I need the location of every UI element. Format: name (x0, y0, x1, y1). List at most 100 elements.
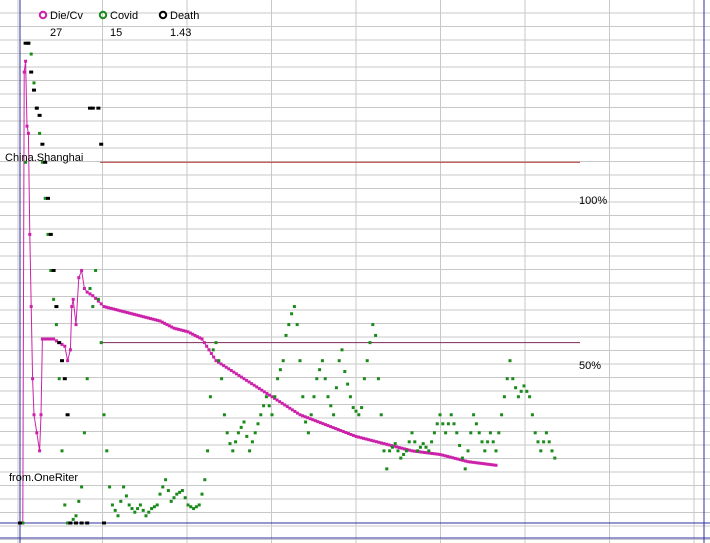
data-point-covid (334, 386, 338, 390)
data-point-die-cv (379, 441, 383, 445)
data-point-die-cv (135, 313, 139, 317)
data-point-covid (200, 492, 204, 496)
data-point-die-cv (494, 463, 498, 467)
data-point-covid (486, 440, 490, 444)
data-point-covid (382, 449, 386, 453)
data-point-die-cv (407, 448, 411, 452)
data-point-die-cv (293, 409, 297, 413)
data-point-death (43, 160, 48, 164)
data-point-covid (77, 499, 81, 503)
data-point-die-cv (195, 335, 199, 339)
legend-item-die-cv[interactable]: Die/Cv 27 (38, 10, 84, 39)
data-point-die-cv (359, 436, 363, 440)
data-point-death (32, 88, 36, 92)
data-point-covid (371, 323, 375, 327)
data-point-die-cv (252, 383, 256, 387)
legend-marker-death (158, 10, 168, 20)
data-point-die-cv (177, 327, 181, 331)
data-point-covid (407, 440, 411, 444)
data-point-covid (438, 413, 442, 417)
data-point-die-cv (188, 331, 192, 335)
data-point-die-cv (303, 415, 307, 419)
data-point-die-cv (438, 452, 442, 456)
data-point-death (68, 521, 73, 525)
data-point-covid (250, 440, 254, 444)
data-point-die-cv (139, 314, 143, 318)
legend-item-death[interactable]: Death 1.43 (158, 10, 200, 39)
data-point-die-cv (395, 445, 399, 449)
data-point-covid (52, 297, 56, 301)
legend-item-covid[interactable]: Covid 15 (98, 10, 138, 39)
data-point-covid (102, 413, 106, 417)
data-point-covid (203, 478, 207, 482)
data-point-covid (71, 517, 75, 521)
data-point-covid (446, 422, 450, 426)
data-point-covid (29, 52, 33, 56)
data-point-death (46, 196, 50, 200)
data-point-death (29, 70, 34, 74)
data-point-die-cv (24, 59, 28, 63)
data-point-die-cv (344, 430, 348, 434)
series-covid (21, 41, 557, 525)
data-point-die-cv (270, 395, 274, 399)
data-point-covid (239, 425, 243, 429)
legend-marker-die-cv (38, 10, 48, 20)
data-point-die-cv (372, 439, 376, 443)
data-point-covid (491, 440, 495, 444)
series-layer (18, 41, 557, 525)
data-point-die-cv (247, 380, 251, 384)
data-point-covid (379, 413, 383, 417)
data-point-covid (82, 431, 86, 435)
data-point-die-cv (209, 351, 213, 355)
data-point-covid (80, 485, 84, 489)
data-point-covid (502, 395, 506, 399)
data-point-die-cv (38, 449, 42, 453)
data-point-die-cv (163, 321, 167, 325)
data-point-die-cv (262, 390, 266, 394)
data-point-die-cv (46, 337, 50, 341)
data-point-covid (60, 449, 64, 453)
data-point-covid (318, 368, 322, 372)
data-point-covid (525, 389, 529, 393)
data-point-die-cv (35, 431, 39, 435)
data-point-die-cv (156, 318, 160, 322)
data-point-death (34, 106, 39, 110)
data-point-die-cv (250, 382, 254, 386)
data-point-die-cv (451, 456, 455, 460)
ref-label-50: 50% (579, 360, 601, 372)
data-point-die-cv (461, 458, 465, 462)
data-point-die-cv (311, 418, 315, 422)
data-point-die-cv (229, 369, 233, 373)
data-point-die-cv (217, 360, 221, 364)
data-point-covid (122, 485, 126, 489)
data-point-covid (256, 422, 260, 426)
legend-label-die-cv: Die/Cv (50, 10, 84, 22)
data-point-covid (466, 449, 470, 453)
data-point-covid (133, 510, 137, 514)
data-point-covid (474, 422, 478, 426)
data-point-die-cv (321, 422, 325, 426)
data-point-covid (480, 440, 484, 444)
data-point-die-cv (369, 438, 373, 442)
data-point-die-cv (257, 387, 261, 391)
data-point-covid (354, 409, 358, 413)
data-point-covid (544, 431, 548, 435)
data-point-covid (497, 431, 501, 435)
data-point-covid (141, 508, 145, 512)
data-point-covid (208, 395, 212, 399)
data-point-die-cv (25, 124, 29, 128)
data-point-covid (460, 456, 464, 460)
data-point-covid (290, 312, 294, 316)
data-point-covid (155, 503, 159, 507)
data-point-die-cv (433, 452, 437, 456)
data-point-die-cv (301, 414, 305, 418)
data-point-die-cv (430, 451, 434, 455)
data-point-die-cv (29, 305, 33, 309)
data-point-die-cv (96, 299, 100, 303)
data-point-covid (444, 431, 448, 435)
data-point-covid (273, 395, 277, 399)
data-point-die-cv (334, 427, 338, 431)
data-point-die-cv (214, 359, 218, 363)
data-point-die-cv (63, 344, 67, 348)
data-point-covid (458, 443, 462, 447)
